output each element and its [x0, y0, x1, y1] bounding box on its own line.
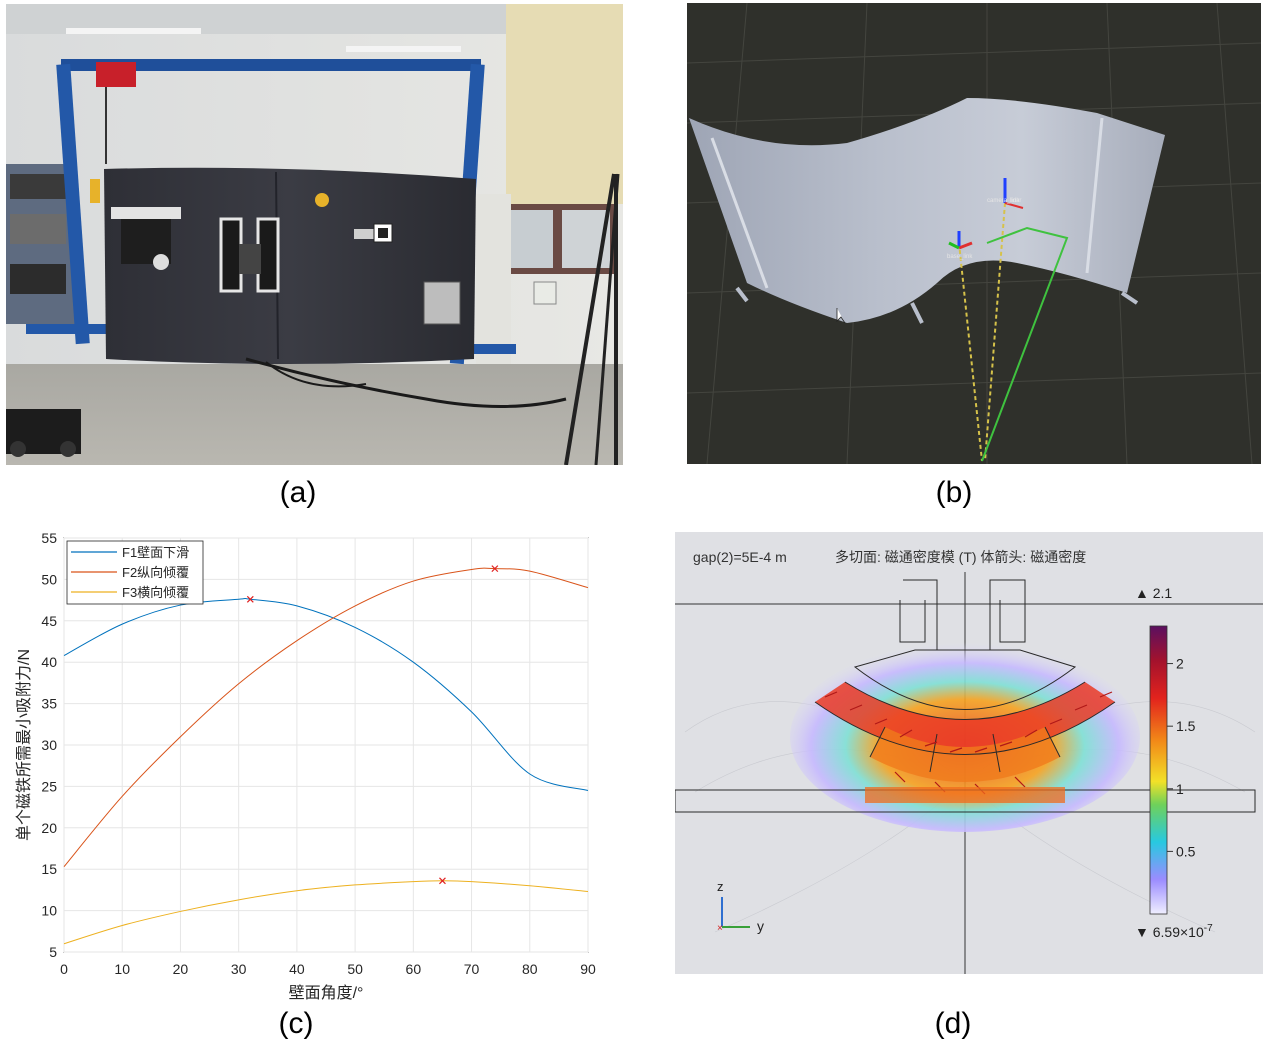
- caption-d: (d): [934, 1007, 972, 1040]
- y-tick-label: 30: [41, 737, 57, 753]
- legend-label-2: F2纵向倾覆: [122, 565, 189, 580]
- y-tick-label: 5: [49, 944, 57, 960]
- attraction-force-chart: 0 10 20 30 40 50 60 70 80 90 5 10 15 20 25 30 35 40 45 50 55…: [15, 530, 596, 1002]
- y-tick-label: 55: [41, 530, 57, 546]
- series-lines: [63, 565, 589, 945]
- series-line-2: [63, 567, 589, 868]
- max-marker-3: [439, 877, 446, 885]
- series-line-3: [63, 880, 589, 945]
- axis-triad-icon: z y ×: [717, 879, 764, 934]
- legend-label-1: F1壁面下滑: [122, 545, 189, 560]
- x-tick-label: 10: [114, 961, 130, 977]
- photo-panel-a: [6, 4, 623, 465]
- x-tick-label: 60: [406, 961, 422, 977]
- colorbar-tick-label: 0.5: [1176, 843, 1196, 859]
- x-tick-label: 20: [173, 961, 189, 977]
- legend-label-3: F3横向倾覆: [122, 585, 189, 600]
- caption-c: (c): [278, 1007, 314, 1040]
- x-axis-label: 壁面角度/°: [289, 983, 364, 1002]
- caption-a: (a): [279, 476, 317, 509]
- x-tick-label: 90: [580, 961, 596, 977]
- frame-label-camera: camera_link: [987, 198, 1020, 204]
- frame-label-lidar: lidar: [1010, 198, 1021, 204]
- colorbar-max-label: ▲ 2.1: [1135, 585, 1172, 601]
- colorbar-tick-label: 2: [1176, 656, 1184, 672]
- y-tick-label: 50: [41, 571, 57, 587]
- grid: [63, 537, 589, 953]
- axis-z-label: z: [717, 879, 724, 894]
- y-tick-label: 40: [41, 654, 57, 670]
- header-gap: gap(2)=5E-4 m: [693, 549, 787, 565]
- colorbar-ticks: 2 1.5 1 0.5: [1167, 656, 1196, 859]
- colorbar: [1149, 625, 1168, 915]
- rviz-view: camera_link lidar base_link: [687, 3, 1261, 464]
- flux-density-plot: gap(2)=5E-4 m 多切面: 磁通密度模 (T) 体箭头: 磁通密度: [675, 532, 1263, 974]
- colorbar-tick-label: 1.5: [1176, 718, 1196, 734]
- y-tick-label: 35: [41, 696, 57, 712]
- lab-photo: [6, 4, 623, 465]
- y-tick-label: 45: [41, 613, 57, 629]
- x-tick-label: 40: [289, 961, 305, 977]
- colorbar-tick-label: 1: [1176, 781, 1184, 797]
- frame-label-base: base_link: [947, 254, 973, 260]
- colorbar-min-label: ▼ 6.59×10-7: [1135, 923, 1213, 940]
- tick-labels: 0 10 20 30 40 50 60 70 80 90 5 10 15 20 25 30 35 40 45 50 55: [41, 530, 596, 977]
- sim-panel-b: camera_link lidar base_link: [687, 3, 1261, 464]
- legend: F1壁面下滑 F2纵向倾覆 F3横向倾覆: [66, 540, 204, 605]
- sim-panel-d: gap(2)=5E-4 m 多切面: 磁通密度模 (T) 体箭头: 磁通密度: [675, 532, 1263, 974]
- y-tick-label: 10: [41, 903, 57, 919]
- x-tick-label: 70: [464, 961, 480, 977]
- chart-panel-c: 0 10 20 30 40 50 60 70 80 90 5 10 15 20 25 30 35 40 45 50 55…: [0, 528, 620, 1008]
- y-tick-label: 20: [41, 820, 57, 836]
- mouse-cursor-icon: [836, 308, 846, 324]
- axis-y-label: y: [757, 918, 764, 934]
- x-tick-label: 50: [347, 961, 363, 977]
- y-axis-label: 单个磁铁所需最小吸附力/N: [15, 649, 33, 841]
- x-tick-label: 30: [231, 961, 247, 977]
- y-tick-label: 15: [41, 861, 57, 877]
- max-marker-2: [491, 565, 499, 573]
- y-tick-label: 25: [41, 778, 57, 794]
- series-line-1: [63, 598, 589, 792]
- max-marker-1: [246, 595, 254, 603]
- svg-text:×: ×: [717, 923, 723, 934]
- x-tick-label: 80: [522, 961, 538, 977]
- header-plot-desc: 多切面: 磁通密度模 (T) 体箭头: 磁通密度: [835, 549, 1086, 565]
- caption-b: (b): [935, 476, 973, 509]
- x-tick-label: 0: [60, 961, 68, 977]
